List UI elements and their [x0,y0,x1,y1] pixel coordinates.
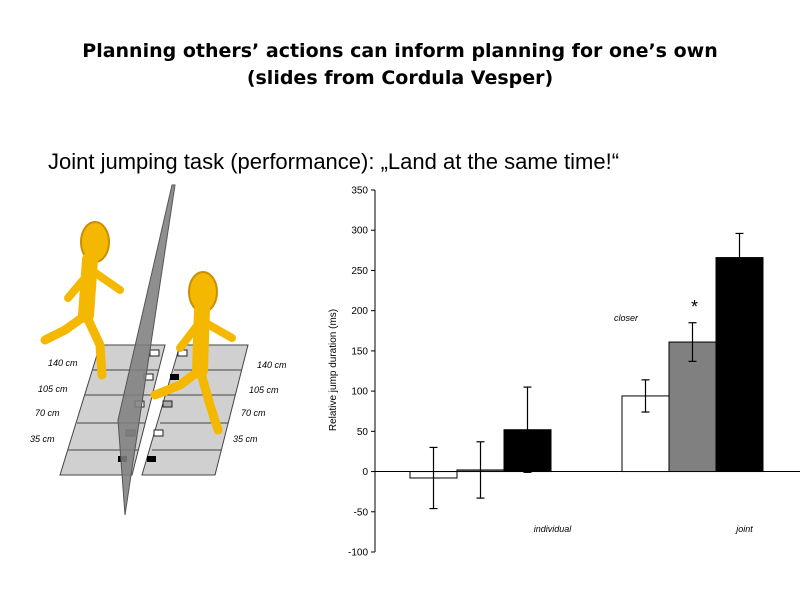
y-tick-label: 100 [351,387,368,398]
y-tick-label: 150 [351,346,368,357]
y-tick-label: 0 [362,467,368,478]
slide-subtitle: Joint jumping task (performance): „Land … [48,149,620,174]
y-tick-label: 300 [351,226,368,237]
distance-label-right-35: 35 cm [233,434,258,444]
error-bars [429,232,744,510]
title-line-1: Planning others’ actions can inform plan… [82,40,718,62]
group-label-individual: individual [534,524,573,534]
significance-marker: * [691,297,698,317]
person-left-figure [40,221,124,380]
person-right-figure [150,271,236,435]
y-tick-label: 50 [357,427,369,438]
y-tick-label: 350 [351,186,368,197]
distance-label-left-70: 70 cm [35,408,60,418]
jumping-task-illustration: 140 cm 105 cm 70 cm 35 cm 140 cm 105 cm … [30,184,287,516]
visual-occluder [117,184,176,516]
y-tick-label: -100 [348,548,368,559]
slide-title: Planning others’ actions can inform plan… [0,38,800,92]
y-axis-label: Relative jump duration (ms) [328,309,339,431]
title-line-2: (slides from Cordula Vesper) [246,67,554,89]
y-tick-label: 200 [351,306,368,317]
group-label-joint: joint [735,524,753,534]
distance-label-right-140: 140 cm [257,360,287,370]
y-axis: -100 -50 0 50 100 150 200 250 300 350 [348,186,800,559]
bar-joint-3 [715,257,764,473]
bars [409,257,764,479]
annotation-closer: closer [614,313,639,323]
distance-label-left-105: 105 cm [38,384,68,394]
jump-duration-chart: Relative jump duration (ms) -100 -50 0 50 10… [328,186,800,559]
y-tick-label: -50 [354,507,369,518]
distance-label-left-140: 140 cm [48,358,78,368]
distance-label-left-35: 35 cm [30,434,55,444]
y-tick-label: 250 [351,266,368,277]
distance-label-right-105: 105 cm [249,385,279,395]
distance-label-right-70: 70 cm [241,408,266,418]
